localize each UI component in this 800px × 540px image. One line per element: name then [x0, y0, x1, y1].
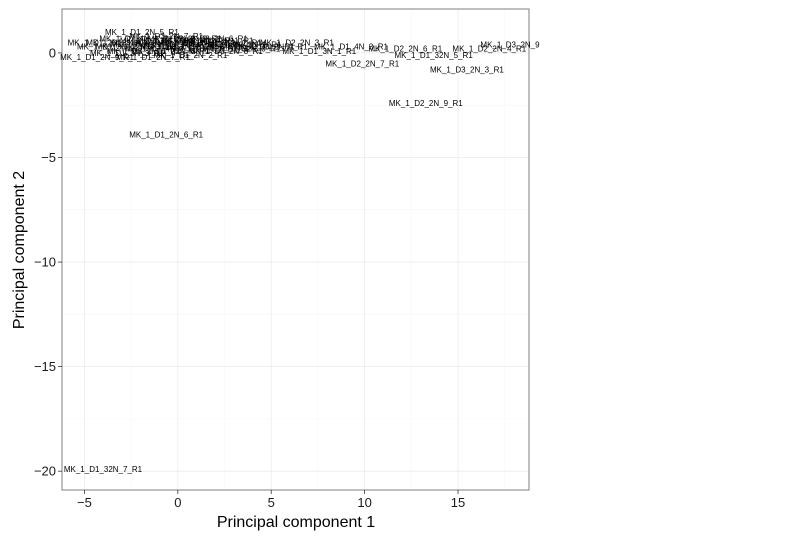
point-label: MK_1_D1_2N_8_R1: [137, 36, 211, 45]
y-tick-label: −5: [41, 150, 56, 165]
point-label: MK_1_D2_3N_1_R1: [180, 36, 254, 45]
x-axis-title: Principal component 1: [217, 514, 375, 531]
point-label: MK_1_D3_2N_6_R1: [174, 34, 248, 43]
y-tick-label: −10: [34, 255, 56, 270]
point-label: MK_1_D3_2N_3_R1: [430, 66, 504, 75]
point-label: MK_1_D1_32N_6_R1: [131, 47, 210, 56]
y-tick-label: −15: [34, 359, 56, 374]
point-label: MK_1_D1_32N_3_R1: [202, 45, 281, 54]
point-label: MK_1_D1_4N_4_R1: [161, 36, 235, 45]
point-label: MK_1_D1_32N_4_R1: [86, 38, 165, 47]
point-label: MK_1_D1_2N_2_R1: [154, 51, 228, 60]
point-label: MK_1_D3_2N_9: [480, 41, 540, 50]
grid-lines: [62, 9, 529, 490]
point-label: MK_1_D1_2N_5_R1: [105, 28, 179, 37]
y-tick-label: −20: [34, 464, 56, 479]
point-labels: MK_1_D1_2N_5_R1 MK_1_D1_2N_6_R1 MK_1_D1_32…: [60, 28, 540, 474]
point-label: MK_1_D1_32N_2_R1: [183, 38, 262, 47]
y-tick-label: 0: [49, 45, 56, 60]
point-label: MK_1_D1_2N_6_R1: [129, 130, 203, 139]
point-label: MK_1_D3_2N_1_R1: [140, 43, 214, 52]
x-tick-label: 0: [174, 495, 181, 510]
point-label: MK_1_D3_2N_5_R1: [107, 47, 181, 56]
point-label: MK_1_D2_2N_6_R1: [368, 45, 442, 54]
plot-panel-border: [61, 8, 530, 491]
point-label: MK_1_D1_4N_1_R1: [126, 45, 200, 54]
point-label: MK_1_D1_2N_9_R1: [60, 53, 134, 62]
point-label: MK_1_D2_4N_1_R1: [99, 34, 173, 43]
point-label: MK_1_D1_3N_1_R1: [282, 47, 356, 56]
point-label: MK_1_D2_2N_5_R1: [165, 43, 239, 52]
point-label: MK_1_D2_2N_8_R1: [120, 36, 194, 45]
point-label: MK_1_D2_3N_2_R1: [208, 41, 282, 50]
x-tick-label: 5: [268, 495, 275, 510]
point-label: MK_1_D1_2N_4_R1: [96, 43, 170, 52]
point-label: MK_1_D2_2N_2_R1: [148, 34, 222, 43]
x-tick-label: −5: [77, 495, 92, 510]
point-label: MK_1_D2_2N_9_R1: [389, 99, 463, 108]
point-label: MK_1_D2_2N_1_R1: [221, 43, 295, 52]
point-label: MK_1_D1_32N_1_R1: [170, 45, 249, 54]
point-label: MK_1_D1_4N_2_R1: [144, 41, 218, 50]
y-axis-title: Principal component 2: [11, 171, 28, 329]
point-label: MK_1_D1_32N_7_R1: [64, 465, 143, 474]
point-label: MK_1_D2_2N_4_R1: [452, 45, 526, 54]
point-label: MK_1_D3_2N_8_R1: [189, 47, 263, 56]
point-label: MK_1_D1_3N_4_R1: [111, 41, 185, 50]
point-label: MK_1_D1_4N_3_R1: [314, 43, 388, 52]
point-label: MK_1_D2_2N_3_R1: [260, 38, 334, 47]
point-label: MK_1_D1_32N_5_R1: [395, 51, 474, 60]
axis-ticks: −5 0 5 10 15 0 −5 −10 −15 −20: [34, 45, 465, 510]
x-tick-label: 15: [451, 495, 465, 510]
point-label: MK_1_D1_2N_3_R1: [68, 38, 142, 47]
point-label: MK_1_D3_2N_7_R1: [129, 32, 203, 41]
point-label: MK_1_D1_2N_7_R1: [116, 53, 190, 62]
x-tick-label: 10: [357, 495, 371, 510]
point-label: MK_1_D3_2N_4_R1: [234, 43, 308, 52]
point-label: MK_1_D1_3N_3_R1: [90, 49, 164, 58]
point-label: MK_1_D1_2N_1_R1: [193, 41, 267, 50]
point-label: MK_1_D2_2N_7_R1: [325, 59, 399, 68]
point-label: MK_1_D3_2N_2_R1: [157, 38, 231, 47]
point-label: MK_1_D1_3N_2_R1: [77, 43, 151, 52]
